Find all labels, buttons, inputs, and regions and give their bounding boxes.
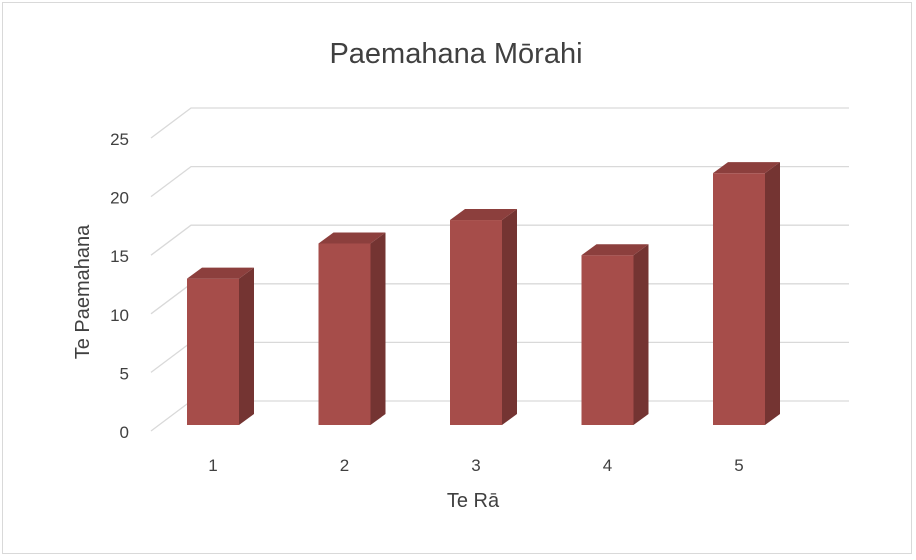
bar-front-2 xyxy=(318,243,371,425)
bar-top-1 xyxy=(187,267,254,279)
bar-front-4 xyxy=(581,255,634,425)
gridline-4 xyxy=(150,165,849,198)
y-tick-label-2: 10 xyxy=(110,306,129,325)
gridline-3 xyxy=(150,224,849,256)
y-tick-label-3: 15 xyxy=(110,247,129,266)
chart-frame: 0 5 10 15 20 25 1 2 3 4 5 Paemahana Mōrahi Te Pae… xyxy=(2,2,912,554)
bar-front-5 xyxy=(713,173,765,425)
x-tick-label-3: 3 xyxy=(471,456,480,475)
bar-side-1 xyxy=(239,267,254,425)
y-tick-labels: 0 5 10 15 20 25 xyxy=(110,130,129,442)
bar-front-3 xyxy=(450,220,502,425)
bar-chart: 0 5 10 15 20 25 1 2 3 4 5 Paemahana Mōrahi Te Pae… xyxy=(72,38,849,512)
x-tick-label-4: 4 xyxy=(603,456,612,475)
bar-side-2 xyxy=(370,232,386,425)
bar-top-5 xyxy=(713,162,780,174)
y-tick-label-0: 0 xyxy=(120,423,129,442)
x-tick-label-2: 2 xyxy=(340,456,349,475)
bar-4 xyxy=(581,244,649,425)
bar-side-4 xyxy=(633,244,649,425)
bar-side-3 xyxy=(502,209,517,425)
y-tick-label-5: 25 xyxy=(110,130,129,149)
bar-front-1 xyxy=(187,278,239,425)
bar-2 xyxy=(318,232,386,425)
bar-side-5 xyxy=(765,162,780,425)
x-axis-label: Te Rā xyxy=(447,490,500,512)
bar-top-4 xyxy=(581,244,649,256)
bars xyxy=(187,162,780,425)
chart-title: Paemahana Mōrahi xyxy=(329,38,582,70)
x-tick-labels: 1 2 3 4 5 xyxy=(208,456,743,475)
gridline-5 xyxy=(150,107,849,139)
bar-1 xyxy=(187,267,254,425)
y-tick-label-1: 5 xyxy=(120,364,129,383)
bar-top-3 xyxy=(450,209,517,221)
x-tick-label-1: 1 xyxy=(208,456,217,475)
y-tick-label-4: 20 xyxy=(110,189,129,208)
bar-3 xyxy=(450,209,517,425)
bar-5 xyxy=(713,162,780,425)
x-tick-label-5: 5 xyxy=(734,456,743,475)
bar-top-2 xyxy=(318,232,386,244)
y-axis-label: Te Paemahana xyxy=(72,224,94,359)
